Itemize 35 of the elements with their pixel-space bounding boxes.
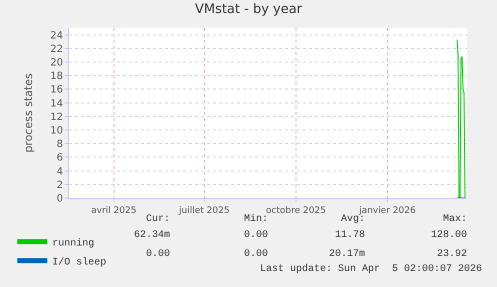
y-tick-label: 4 (56, 166, 63, 178)
y-tick-label: 0 (56, 194, 63, 204)
y-axis-title: process states (22, 73, 35, 153)
text: 20.17m (329, 249, 366, 260)
line-series (456, 39, 466, 198)
text: 0.00 (244, 230, 268, 241)
x-tick-label: juillet 2025 (178, 206, 230, 216)
legend-label: I/O sleep (52, 256, 106, 269)
x-tick-label: avril 2025 (91, 206, 136, 216)
text: Last update: Sun Apr 5 02:00:07 2026 (260, 263, 482, 275)
text: Max: (443, 214, 468, 225)
text: 62.34m (134, 230, 170, 241)
y-tick-label: 18 (50, 71, 63, 82)
text: 0.00 (146, 249, 170, 260)
text: 128.00 (431, 230, 468, 241)
y-tick-label: 8 (56, 139, 63, 150)
y-tick-label: 6 (56, 152, 63, 164)
y-tick-label: 14 (50, 98, 63, 110)
x-tick-label: janvier 2026 (358, 206, 416, 216)
y-tick-label: 20 (50, 58, 63, 68)
y-tick-label: 10 (50, 126, 63, 136)
text: 0.00 (244, 249, 268, 260)
text: Cur: (146, 214, 170, 225)
y-tick-label: 16 (50, 84, 63, 96)
legend-label: running (52, 238, 94, 250)
y-tick-label: 22 (50, 44, 63, 55)
y-tick-label: 2 (56, 180, 63, 191)
x-tick-label: octobre 2025 (266, 206, 326, 216)
y-tick-label: 24 (50, 30, 63, 42)
text: Min: (244, 213, 268, 225)
chart-title: VMstat - by year (194, 2, 303, 18)
y-tick-label: 12 (50, 112, 63, 123)
text: Avg: (341, 214, 366, 225)
text: 11.78 (335, 230, 366, 241)
text: 23.92 (437, 249, 468, 260)
